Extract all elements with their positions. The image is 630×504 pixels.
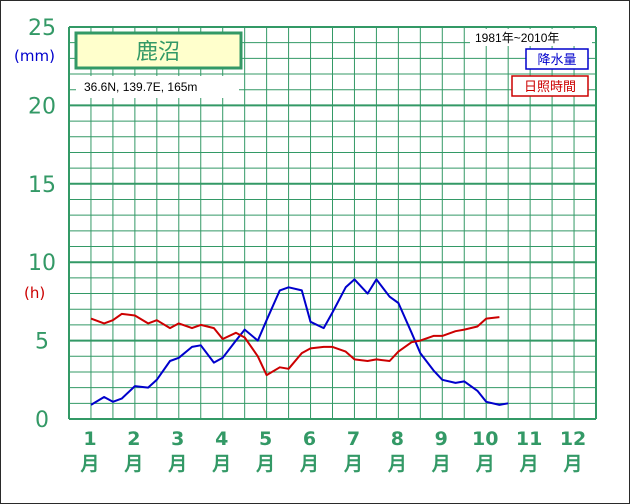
x-tick-month-char: 月 [343, 453, 363, 475]
unit-h-label: (h) [24, 284, 45, 302]
x-tick-label: 7 [347, 428, 360, 450]
legend-sunshine-box [511, 75, 589, 97]
y-tick-label: 10 [28, 251, 56, 276]
x-tick-label: 12 [560, 428, 586, 450]
x-tick-month-char: 月 [79, 453, 99, 475]
x-tick-month-char: 月 [475, 453, 495, 475]
station-name: 鹿沼 [136, 40, 180, 65]
legend-sunshine-label: 日照時間 [524, 80, 576, 95]
legend-precip-label: 降水量 [537, 53, 576, 68]
x-tick-month-char: 月 [211, 453, 231, 475]
x-tick-label: 8 [391, 428, 404, 450]
x-tick-month-char: 月 [123, 453, 143, 475]
y-tick-label: 0 [35, 408, 49, 433]
y-tick-label: 25 [28, 16, 56, 41]
x-tick-month-char: 月 [255, 453, 275, 475]
x-axis-ticks: 1 月 2 月 3 月 4 月 5 月 6 月 7 月 8 月 9 月 10 月 11 月 12 月 [79, 428, 586, 475]
x-tick-month-char: 月 [387, 453, 407, 475]
station-coords: 36.6N, 139.7E, 165m [84, 80, 197, 94]
x-tick-month-char: 月 [431, 453, 451, 475]
y-tick-label: 20 [28, 94, 56, 119]
x-tick-label: 11 [516, 428, 542, 450]
x-tick-label: 9 [435, 428, 448, 450]
y-axis-ticks: 0 5 10 15 20 25 [28, 16, 56, 433]
x-tick-label: 5 [259, 428, 272, 450]
x-tick-label: 2 [127, 428, 140, 450]
period-label: 1981年~2010年 [475, 31, 559, 45]
y-tick-label: 15 [28, 173, 56, 198]
x-tick-label: 10 [472, 428, 498, 450]
sunshine-line [90, 312, 500, 377]
coords-box [76, 76, 239, 98]
precip-line [90, 278, 509, 406]
x-tick-label: 4 [215, 428, 228, 450]
y-tick-label: 5 [35, 330, 49, 355]
x-tick-label: 6 [303, 428, 316, 450]
period-box [470, 29, 592, 46]
x-tick-label: 3 [171, 428, 184, 450]
x-tick-month-char: 月 [519, 453, 539, 475]
x-tick-label: 1 [83, 428, 96, 450]
unit-mm-label: (mm) [14, 47, 55, 65]
x-tick-month-char: 月 [563, 453, 583, 475]
x-tick-month-char: 月 [299, 453, 319, 475]
x-tick-month-char: 月 [167, 453, 187, 475]
data-series [90, 278, 509, 406]
legend-precip-box [525, 48, 589, 70]
station-name-box [74, 31, 243, 70]
